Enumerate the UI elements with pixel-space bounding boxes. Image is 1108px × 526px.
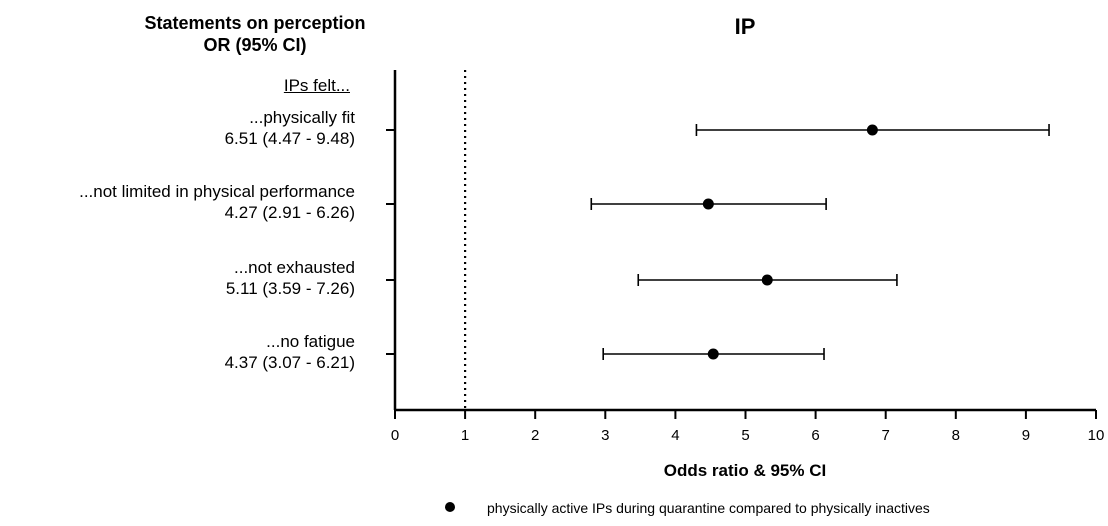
x-tick-label: 0 xyxy=(391,427,399,444)
row-or-ci-text: 6.51 (4.47 - 9.48) xyxy=(224,129,355,148)
x-tick-label: 10 xyxy=(1088,427,1105,444)
legend-marker xyxy=(445,502,455,513)
legend: physically active IPs during quarantine … xyxy=(445,500,930,516)
or-point xyxy=(866,124,878,136)
x-tick-label: 5 xyxy=(741,427,749,444)
x-tick-label: 9 xyxy=(1022,427,1030,444)
chart-title: IP xyxy=(734,14,756,39)
row-or-ci-text: 5.11 (3.59 - 7.26) xyxy=(225,279,355,298)
or-point xyxy=(702,198,714,210)
x-tick-label: 1 xyxy=(461,427,469,444)
row-label-text: ...no fatigue xyxy=(266,332,355,351)
x-tick-label: 6 xyxy=(811,427,819,444)
row-label: ...not limited in physical performance 4.… xyxy=(79,181,355,223)
or-point xyxy=(761,274,773,286)
x-axis-label: Odds ratio & 95% CI xyxy=(664,461,826,480)
row-label-text: ...physically fit xyxy=(249,108,355,127)
x-tick-label: 2 xyxy=(531,427,539,444)
x-tick-label: 7 xyxy=(882,427,890,444)
axes: 0 1 2 3 4 5 6 7 8 9 10 xyxy=(386,70,1104,444)
left-column-title: Statements on perception OR (95% CI) xyxy=(120,12,390,56)
row-label: ...physically fit 6.51 (4.47 - 9.48) xyxy=(225,107,355,149)
row-label-text: ...not limited in physical performance xyxy=(79,182,355,201)
legend-label: physically active IPs during quarantine … xyxy=(487,500,930,516)
row-or-ci-text: 4.37 (3.07 - 6.21) xyxy=(224,353,355,372)
statements-subheading: IPs felt... xyxy=(283,76,350,95)
row-label-text: ...not exhausted xyxy=(234,258,355,277)
left-title-line1: Statements on perception xyxy=(144,13,366,33)
or-point xyxy=(707,348,719,360)
data-marks xyxy=(590,124,1050,360)
x-tick-label: 3 xyxy=(601,427,609,444)
row-label: ...not exhausted 5.11 (3.59 - 7.26) xyxy=(226,257,355,299)
left-title-line2: OR (95% CI) xyxy=(203,35,307,55)
row-or-ci-text: 4.27 (2.91 - 6.26) xyxy=(224,203,355,222)
x-tick-label: 4 xyxy=(671,427,679,444)
x-tick-label: 8 xyxy=(952,427,960,444)
row-label: ...no fatigue 4.37 (3.07 - 6.21) xyxy=(225,331,355,373)
